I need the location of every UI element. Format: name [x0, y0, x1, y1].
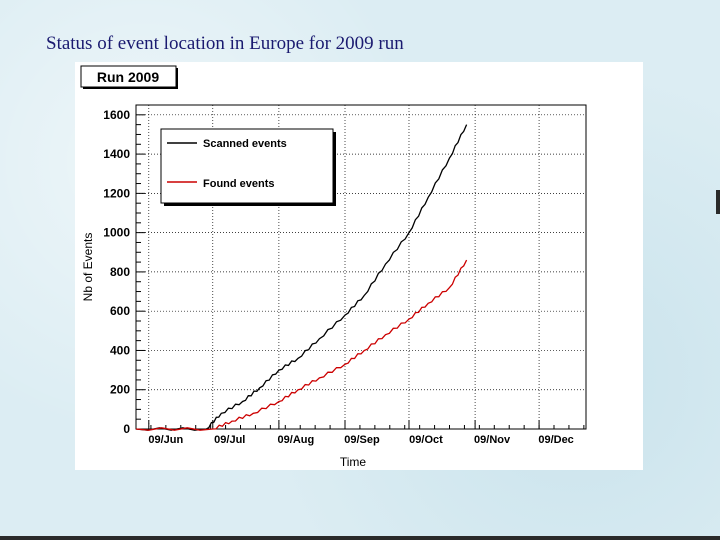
y-tick-label: 600 [110, 304, 130, 318]
x-axis-label: Time [340, 455, 367, 469]
legend-label-found: Found events [203, 178, 275, 190]
bottom-edge-bar [0, 536, 720, 540]
y-tick-label: 200 [110, 383, 130, 397]
x-tick-label: 09/Sep [344, 434, 380, 446]
line-chart: Run 2009 0 200 400 600 800 1000 1200 1400 1600 0… [80, 65, 587, 469]
x-tick-label: 09/Dec [538, 434, 573, 446]
x-axis: 09/Jun 09/Jul 09/Aug 09/Sep 09/Oct 09/Nov 09/D… [148, 420, 585, 446]
x-tick-label: 09/Nov [474, 434, 511, 446]
chart-title-box [80, 65, 177, 88]
plot-frame [135, 104, 587, 430]
x-tick-label: 09/Aug [278, 434, 315, 446]
y-tick-label: 1400 [103, 147, 130, 161]
series-group [135, 124, 468, 431]
x-tick-label: 09/Jul [214, 434, 245, 446]
slide-title: Status of event location in Europe for 2… [46, 33, 404, 54]
legend [160, 128, 334, 204]
x-tick-label: 09/Jun [148, 434, 183, 446]
y-tick-label: 1200 [103, 186, 130, 200]
y-axis: 0 200 400 600 800 1000 1200 1400 1600 [103, 108, 145, 436]
y-axis-label: Nb of Events [81, 233, 95, 302]
y-tick-label: 800 [110, 265, 130, 279]
y-tick-label: 1000 [103, 226, 130, 240]
right-edge-tab [716, 190, 720, 214]
series-line-scanned [135, 124, 468, 431]
y-tick-label: 1600 [103, 108, 130, 122]
y-tick-label: 0 [123, 422, 130, 436]
series-line-found [135, 259, 468, 431]
x-tick-label: 09/Oct [409, 434, 443, 446]
legend-label-scanned: Scanned events [203, 138, 287, 150]
chart-panel: Run 2009 0 200 400 600 800 1000 1200 1400 1600 0… [75, 62, 643, 470]
chart-title: Run 2009 [97, 69, 159, 85]
y-tick-label: 400 [110, 343, 130, 357]
